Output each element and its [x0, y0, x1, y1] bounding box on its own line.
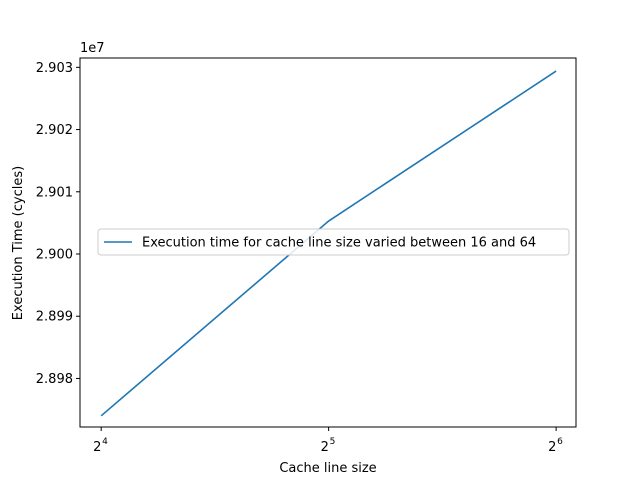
plot-area [100, 70, 557, 417]
y-tick-label: 2.899 [36, 310, 73, 325]
legend: Execution time for cache line size varie… [97, 228, 570, 256]
x-tick-label-exponent: 6 [557, 437, 563, 447]
y-tick-label: 2.903 [36, 61, 73, 76]
legend-label: Execution time for cache line size varie… [142, 236, 536, 251]
x-tick-label-base: 2 [548, 440, 556, 455]
y-tick-label: 2.902 [36, 123, 73, 138]
y-axis-offset-label: 1e7 [80, 41, 105, 56]
y-axis: 2.898 2.899 2.900 2.901 2.902 2.903 [36, 61, 80, 387]
y-tick-label: 2.898 [36, 372, 73, 387]
y-axis-label: Execution Time (cycles) [11, 166, 26, 320]
series-line [100, 70, 557, 417]
y-tick-label: 2.901 [36, 185, 73, 200]
x-tick-label-exponent: 5 [330, 437, 336, 447]
x-tick-label-base: 2 [321, 440, 329, 455]
x-tick-label-exponent: 4 [102, 437, 108, 447]
x-axis-label: Cache line size [279, 461, 376, 476]
axes-frame [79, 57, 577, 428]
y-tick-label: 2.900 [36, 248, 73, 263]
x-tick-label-base: 2 [93, 440, 101, 455]
legend-box [97, 228, 570, 256]
